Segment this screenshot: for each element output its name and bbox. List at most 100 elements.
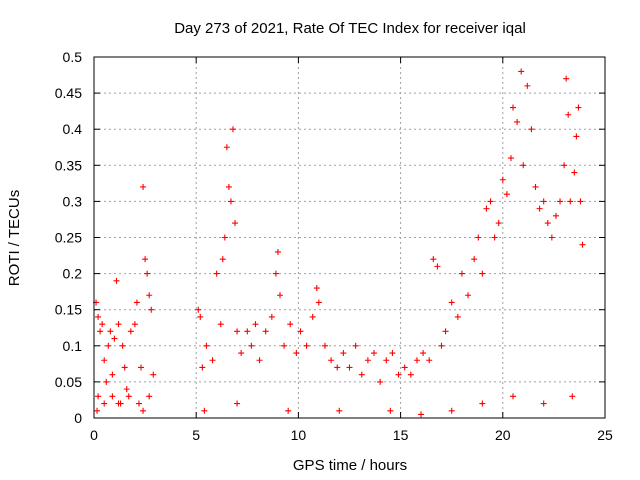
data-point [499,176,506,183]
data-point [565,111,572,118]
data-point [138,364,145,371]
data-point [256,357,263,364]
data-point [520,162,527,169]
y-tick-label: 0 [74,410,82,426]
data-point [536,205,543,212]
data-point [438,342,445,349]
data-point [395,371,402,378]
data-point [281,342,288,349]
y-tick-label: 0.35 [55,157,82,173]
data-point [510,393,517,400]
data-point [524,82,531,89]
data-point [557,198,564,205]
data-point [195,306,202,313]
data-point [123,386,130,393]
x-tick-label: 0 [90,427,98,443]
data-point [209,357,216,364]
data-point [389,350,396,357]
y-tick-label: 0.45 [55,85,82,101]
data-point [567,198,574,205]
data-point [293,350,300,357]
data-point [479,270,486,277]
data-point [303,342,310,349]
data-point [144,270,151,277]
data-point [309,313,316,320]
data-point [418,411,425,418]
data-point [234,400,241,407]
data-point [219,256,226,263]
data-point [358,371,365,378]
data-point [131,321,138,328]
data-point [99,321,106,328]
data-point [127,328,134,335]
data-point [109,371,116,378]
data-point [471,256,478,263]
data-point [434,263,441,270]
data-point [430,256,437,263]
data-point [105,342,112,349]
data-point [268,313,275,320]
data-point [113,277,120,284]
data-point [248,342,255,349]
y-tick-label: 0.25 [55,230,82,246]
data-point [201,407,208,414]
data-point [321,342,328,349]
data-point [563,75,570,82]
data-point [548,234,555,241]
data-point [387,407,394,414]
data-point [272,270,279,277]
x-tick-label: 20 [495,427,511,443]
data-point [540,400,547,407]
data-point [495,220,502,227]
data-point [107,328,114,335]
data-point [223,144,230,151]
data-point [475,234,482,241]
data-point [252,321,259,328]
data-point [197,313,204,320]
data-point [315,299,322,306]
data-point [401,364,408,371]
data-point [454,313,461,320]
data-point [94,407,101,414]
data-point [364,357,371,364]
data-point [277,292,284,299]
y-tick-label: 0.5 [63,49,83,65]
data-point [313,285,320,292]
data-point [458,270,465,277]
data-point [125,393,132,400]
data-point [101,357,108,364]
data-point [150,371,157,378]
data-point [115,400,122,407]
data-point [232,220,239,227]
grid-layer [93,56,606,419]
data-point [377,378,384,385]
data-point [420,350,427,357]
y-axis-label: ROTI / TECUs [6,190,23,286]
data-point [383,357,390,364]
data-point [483,205,490,212]
data-point [487,198,494,205]
data-point [352,342,359,349]
data-point [203,342,210,349]
data-point [119,342,126,349]
x-tick-label: 25 [597,427,613,443]
data-point [262,328,269,335]
data-point [336,407,343,414]
x-axis-label: GPS time / hours [293,457,407,474]
data-point [573,133,580,140]
data-point [328,357,335,364]
data-point [510,104,517,111]
data-point [426,357,433,364]
data-point [133,299,140,306]
y-tick-label: 0.3 [63,193,83,209]
y-tick-label: 0.1 [63,338,83,354]
data-point [507,155,514,162]
data-point [148,306,155,313]
data-point [371,350,378,357]
data-point [528,126,535,133]
data-point [575,104,582,111]
data-point [146,292,153,299]
data-point [465,292,472,299]
data-point [135,400,142,407]
